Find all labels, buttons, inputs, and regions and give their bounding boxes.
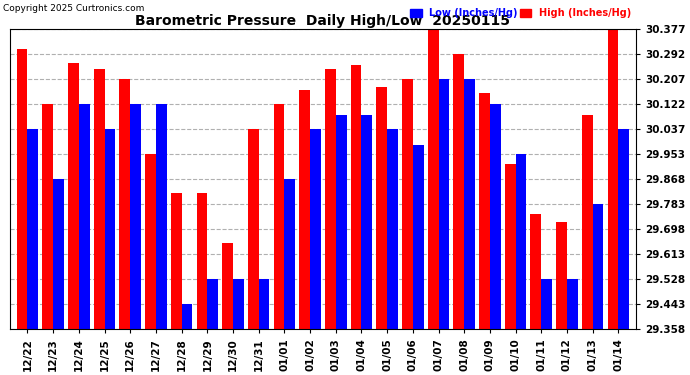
Bar — [130, 104, 141, 329]
Bar — [105, 129, 115, 329]
Bar — [376, 87, 387, 329]
Bar — [222, 243, 233, 329]
Bar — [68, 63, 79, 329]
Bar — [567, 279, 578, 329]
Bar — [207, 279, 218, 329]
Bar — [413, 145, 424, 329]
Title: Barometric Pressure  Daily High/Low  20250115: Barometric Pressure Daily High/Low 20250… — [135, 14, 511, 28]
Bar — [28, 129, 38, 329]
Bar — [362, 115, 372, 329]
Bar — [181, 304, 193, 329]
Bar — [505, 164, 515, 329]
Bar — [17, 49, 28, 329]
Legend: Low (Inches/Hg), High (Inches/Hg): Low (Inches/Hg), High (Inches/Hg) — [410, 8, 631, 18]
Bar — [325, 69, 336, 329]
Bar — [284, 179, 295, 329]
Bar — [531, 214, 541, 329]
Bar — [156, 104, 167, 329]
Bar — [593, 204, 604, 329]
Bar — [556, 222, 567, 329]
Bar — [119, 79, 130, 329]
Bar — [490, 104, 501, 329]
Bar — [274, 104, 284, 329]
Bar — [582, 115, 593, 329]
Bar — [259, 279, 270, 329]
Bar — [197, 193, 207, 329]
Bar — [607, 29, 618, 329]
Bar — [171, 193, 181, 329]
Bar — [79, 104, 90, 329]
Bar — [479, 93, 490, 329]
Bar — [351, 65, 362, 329]
Bar — [248, 129, 259, 329]
Bar — [515, 154, 526, 329]
Bar — [618, 129, 629, 329]
Bar — [145, 154, 156, 329]
Bar — [310, 129, 321, 329]
Bar — [402, 79, 413, 329]
Bar — [453, 54, 464, 329]
Bar — [94, 69, 105, 329]
Bar — [299, 90, 310, 329]
Bar — [439, 79, 449, 329]
Text: Copyright 2025 Curtronics.com: Copyright 2025 Curtronics.com — [3, 3, 145, 12]
Bar — [336, 115, 346, 329]
Bar — [233, 279, 244, 329]
Bar — [42, 104, 53, 329]
Bar — [428, 29, 439, 329]
Bar — [464, 79, 475, 329]
Bar — [53, 179, 64, 329]
Bar — [541, 279, 552, 329]
Bar — [387, 129, 398, 329]
